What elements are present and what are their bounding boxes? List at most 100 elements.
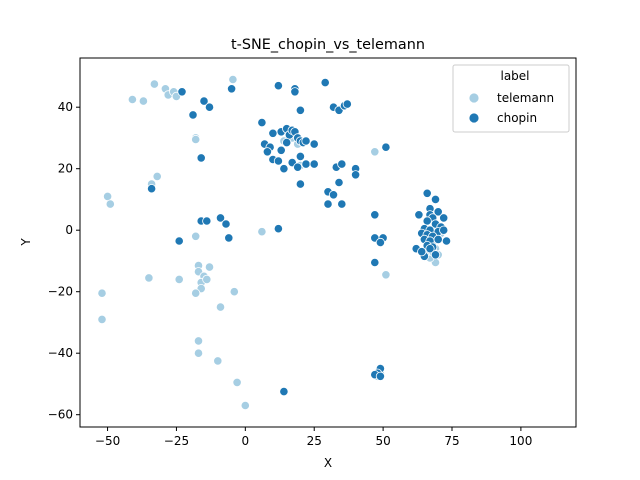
legend-title: label [500, 69, 529, 83]
y-tick-label-4: 20 [58, 162, 73, 176]
point-chopin-68 [375, 371, 385, 381]
point-telemann-30 [193, 336, 204, 346]
point-chopin-77 [422, 216, 432, 226]
point-chopin-38 [309, 159, 319, 169]
point-chopin-54 [215, 213, 226, 223]
point-chopin-3 [188, 110, 198, 120]
point-chopin-25 [301, 136, 311, 146]
point-telemann-32 [213, 356, 223, 366]
point-telemann-0 [127, 94, 137, 105]
x-tick-label-1: −25 [164, 434, 189, 448]
point-telemann-15 [257, 227, 267, 237]
point-chopin-59 [370, 210, 380, 220]
data-points [97, 74, 452, 411]
point-chopin-1 [199, 96, 209, 106]
point-chopin-37 [301, 159, 311, 169]
point-telemann-9 [191, 134, 201, 145]
point-chopin-14 [257, 118, 267, 128]
point-chopin-47 [323, 199, 333, 209]
point-telemann-14 [191, 231, 201, 241]
point-chopin-8 [320, 78, 330, 88]
point-chopin-13 [342, 99, 352, 109]
legend: label telemann chopin [452, 64, 570, 133]
legend-marker-telemann [468, 92, 480, 104]
point-chopin-29 [262, 147, 272, 157]
point-chopin-64 [279, 386, 289, 397]
point-chopin-96 [430, 250, 441, 260]
y-tick-label-2: −20 [48, 285, 73, 299]
point-chopin-0 [177, 87, 187, 97]
x-tick-label-6: 100 [509, 434, 532, 448]
axes-frame [79, 57, 577, 428]
legend-marker-chopin [468, 112, 480, 124]
point-chopin-74 [439, 213, 449, 223]
point-chopin-62 [375, 237, 385, 248]
point-chopin-55 [221, 219, 231, 229]
point-chopin-56 [273, 224, 283, 234]
point-chopin-58 [224, 233, 234, 243]
chart-title: t-SNE_chopin_vs_telemann [231, 37, 425, 53]
point-chopin-30 [276, 145, 286, 155]
point-chopin-75 [414, 210, 424, 220]
point-chopin-72 [433, 207, 443, 217]
point-telemann-17 [97, 314, 107, 324]
y-tick-label-1: −40 [48, 346, 73, 360]
point-chopin-41 [337, 159, 347, 169]
point-telemann-26 [204, 262, 215, 272]
point-chopin-44 [334, 177, 344, 188]
point-chopin-36 [295, 151, 305, 161]
point-chopin-15 [268, 128, 278, 138]
x-tick-label-2: 0 [242, 434, 250, 448]
y-axis-label: Y [19, 238, 33, 247]
point-telemann-2 [149, 79, 159, 89]
point-chopin-2 [204, 102, 215, 112]
point-telemann-28 [215, 302, 226, 312]
point-telemann-12 [103, 191, 113, 201]
point-telemann-1 [138, 96, 148, 106]
x-axis-ticks: −50 −25 0 25 50 75 100 [95, 427, 532, 448]
point-telemann-34 [240, 400, 250, 411]
point-chopin-46 [328, 190, 339, 200]
point-chopin-89 [433, 234, 443, 244]
y-tick-label-3: 0 [65, 223, 73, 237]
point-telemann-11 [152, 171, 162, 181]
x-axis-label: X [324, 456, 332, 470]
point-telemann-35 [370, 147, 380, 157]
point-chopin-69 [422, 188, 432, 198]
point-chopin-43 [350, 170, 361, 180]
point-chopin-32 [273, 156, 283, 166]
point-chopin-50 [196, 153, 206, 163]
point-chopin-4 [227, 84, 237, 94]
point-telemann-29 [229, 287, 239, 297]
point-telemann-33 [232, 377, 242, 387]
x-tick-label-0: −50 [95, 434, 120, 448]
x-tick-label-4: 50 [375, 434, 390, 448]
point-chopin-35 [293, 162, 303, 172]
legend-box [452, 64, 570, 133]
point-chopin-83 [439, 225, 449, 235]
point-chopin-7 [290, 87, 300, 97]
point-telemann-19 [174, 274, 184, 284]
point-chopin-48 [337, 199, 347, 209]
point-chopin-95 [425, 244, 435, 254]
y-tick-label-0: −60 [48, 408, 73, 422]
y-axis-ticks: −60 −40 −20 0 20 40 [48, 100, 80, 422]
point-chopin-97 [417, 247, 427, 257]
point-telemann-27 [191, 288, 201, 298]
point-chopin-51 [147, 184, 157, 194]
point-telemann-13 [105, 199, 115, 209]
point-chopin-57 [174, 236, 184, 246]
point-chopin-9 [295, 105, 305, 115]
point-telemann-31 [193, 348, 204, 358]
legend-label-chopin: chopin [497, 111, 537, 125]
point-chopin-33 [279, 164, 289, 174]
point-chopin-26 [309, 139, 319, 149]
legend-label-telemann: telemann [497, 91, 554, 105]
point-telemann-7 [228, 74, 238, 85]
point-chopin-39 [295, 179, 305, 189]
point-chopin-5 [273, 81, 283, 91]
point-telemann-18 [144, 273, 154, 283]
point-chopin-90 [441, 236, 452, 246]
point-chopin-63 [370, 257, 380, 268]
